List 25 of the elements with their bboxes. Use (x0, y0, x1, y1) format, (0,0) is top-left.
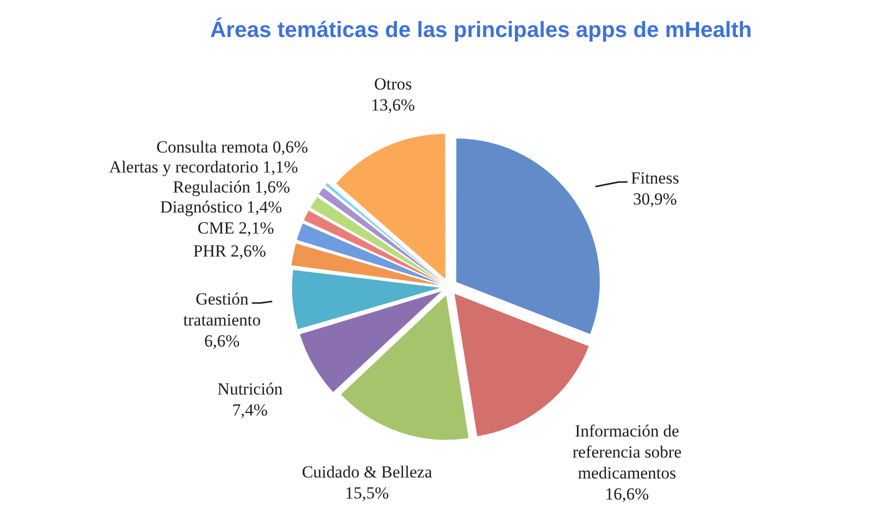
data-label: 13,6% (371, 95, 415, 114)
slice-label: Información de referencia sobre medicamentos (572, 421, 682, 482)
data-label: 7,4% (232, 400, 268, 420)
slice-label: Diagnóstico (160, 197, 242, 216)
slice-label: Nutrición (217, 379, 284, 398)
slice-label: Otros (374, 74, 412, 94)
data-label: 0,6% (272, 137, 308, 156)
data-label: 1,1% (262, 157, 298, 176)
data-label: 30,9% (633, 189, 677, 208)
slice-label: CME (197, 218, 234, 238)
data-label: 2,1% (238, 218, 274, 238)
chart-title: Áreas temáticas de las principales apps de mHealth (209, 17, 753, 43)
data-label: 2,6% (230, 241, 266, 260)
data-label: 15,5% (345, 483, 389, 502)
data-label: 1,4% (246, 197, 282, 216)
slice-label: Gestión tratamiento (183, 289, 261, 330)
slice-label: PHR (193, 241, 227, 260)
slice-label: Alertas y recordatorio (109, 157, 258, 176)
slice-label: Consulta remota (156, 137, 269, 156)
data-label: 6,6% (204, 331, 240, 350)
slice-label: Regulación (172, 177, 251, 196)
data-label: 16,6% (605, 484, 649, 504)
slice-label: Cuidado & Belleza (302, 462, 433, 482)
slice-label: Fitness (630, 168, 680, 188)
data-label: 1,6% (254, 177, 290, 196)
